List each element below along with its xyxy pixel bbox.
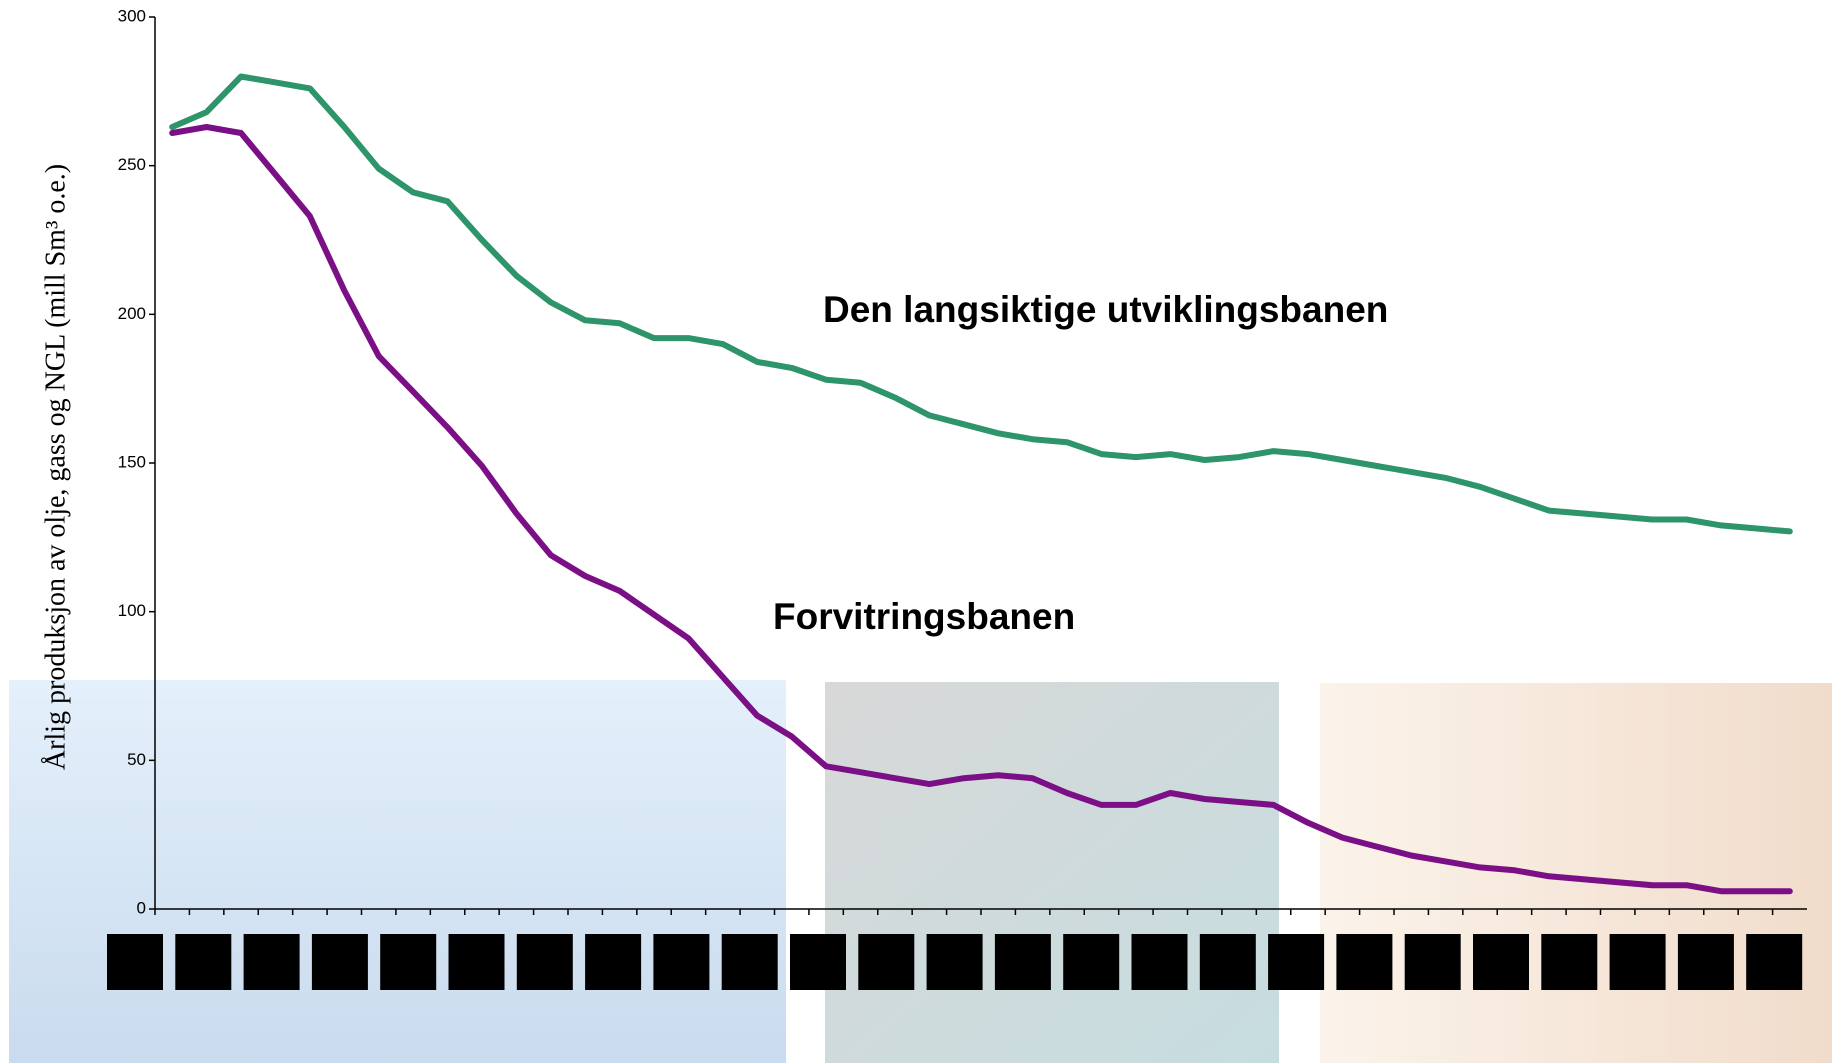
redaction-box [1746,934,1802,990]
y-tick-label: 100 [118,601,146,620]
background-photo [9,680,786,1063]
annotation: Den langsiktige utviklingsbanen [823,289,1388,330]
redaction-box [1132,934,1188,990]
redaction-box [175,934,231,990]
redaction-box [995,934,1051,990]
background-photo [825,682,1279,1063]
y-tick-label: 50 [127,750,146,769]
background-photo [1320,683,1832,1063]
y-axis-title: Årlig produksjon av olje, gass og NGL (m… [40,164,71,770]
redaction-box [1200,934,1256,990]
y-tick-label: 150 [118,452,146,471]
redaction-box [1268,934,1324,990]
y-tick-label: 0 [137,898,146,917]
redaction-box [380,934,436,990]
label-redactions [107,934,1802,990]
redaction-box [312,934,368,990]
redaction-box [1405,934,1461,990]
redaction-box [107,934,163,990]
redaction-box [1336,934,1392,990]
redaction-box [244,934,300,990]
y-tick-label: 250 [118,155,146,174]
y-tick-label: 300 [118,6,146,25]
annotation: Forvitringsbanen [773,596,1075,637]
redaction-box [517,934,573,990]
page: Årlig produksjon av olje, gass og NGL (m… [0,0,1832,1063]
redaction-box [449,934,505,990]
redaction-box [1473,934,1529,990]
redaction-box [722,934,778,990]
redaction-box [585,934,641,990]
redaction-box [1610,934,1666,990]
redaction-box [653,934,709,990]
redaction-box [1678,934,1734,990]
redaction-box [790,934,846,990]
redaction-box [927,934,983,990]
chart: Årlig produksjon av olje, gass og NGL (m… [0,0,1832,1063]
redaction-box [858,934,914,990]
y-tick-label: 200 [118,304,146,323]
redaction-box [1063,934,1119,990]
redaction-box [1541,934,1597,990]
